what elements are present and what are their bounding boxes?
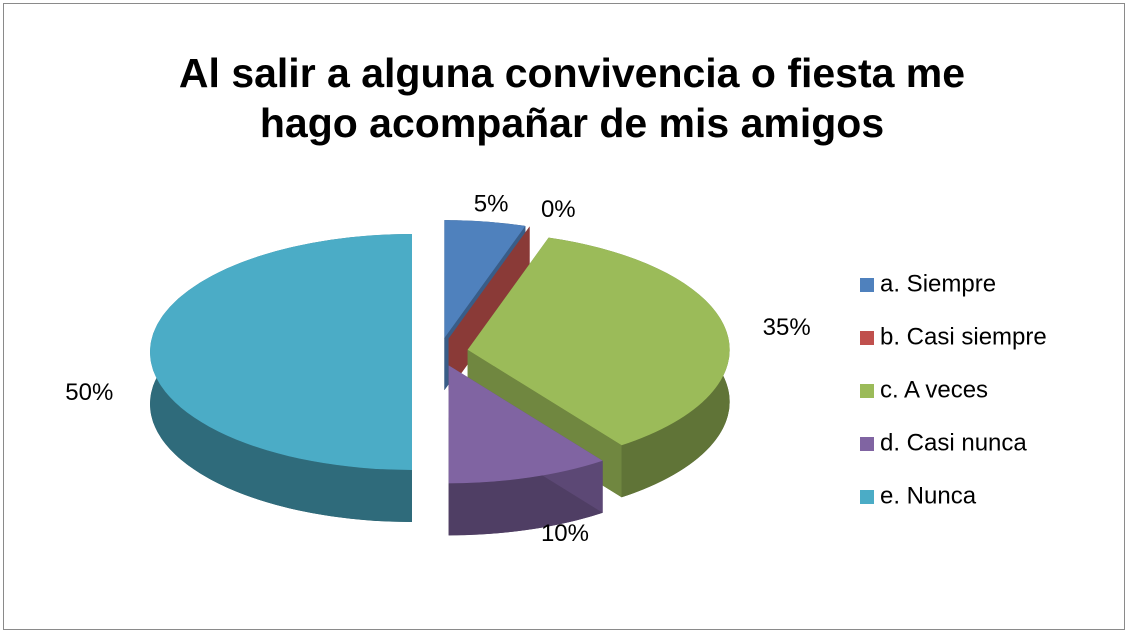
legend-swatch bbox=[860, 384, 874, 398]
pie-slice bbox=[444, 220, 526, 339]
chart-title: hago acompañar de mis amigos bbox=[260, 100, 884, 146]
legend-label: d. Casi nunca bbox=[880, 429, 1027, 456]
legend-label: a. Siempre bbox=[880, 270, 996, 297]
data-label: 5% bbox=[474, 191, 509, 218]
pie-slice bbox=[448, 365, 603, 484]
data-label: 35% bbox=[763, 314, 811, 341]
data-label: 0% bbox=[541, 196, 576, 223]
pie-slice bbox=[150, 234, 412, 470]
pie-slice bbox=[448, 226, 530, 339]
data-label: 50% bbox=[65, 379, 113, 406]
legend-swatch bbox=[860, 490, 874, 504]
chart-title: Al salir a alguna convivencia o fiesta m… bbox=[179, 50, 965, 96]
legend-label: c. A veces bbox=[880, 376, 988, 403]
legend-label: b. Casi siempre bbox=[880, 323, 1047, 350]
legend-swatch bbox=[860, 331, 874, 345]
legend-swatch bbox=[860, 437, 874, 451]
pie-slice bbox=[467, 237, 730, 446]
legend-label: e. Nunca bbox=[880, 482, 977, 509]
legend-swatch bbox=[860, 278, 874, 292]
data-label: 10% bbox=[541, 520, 589, 547]
